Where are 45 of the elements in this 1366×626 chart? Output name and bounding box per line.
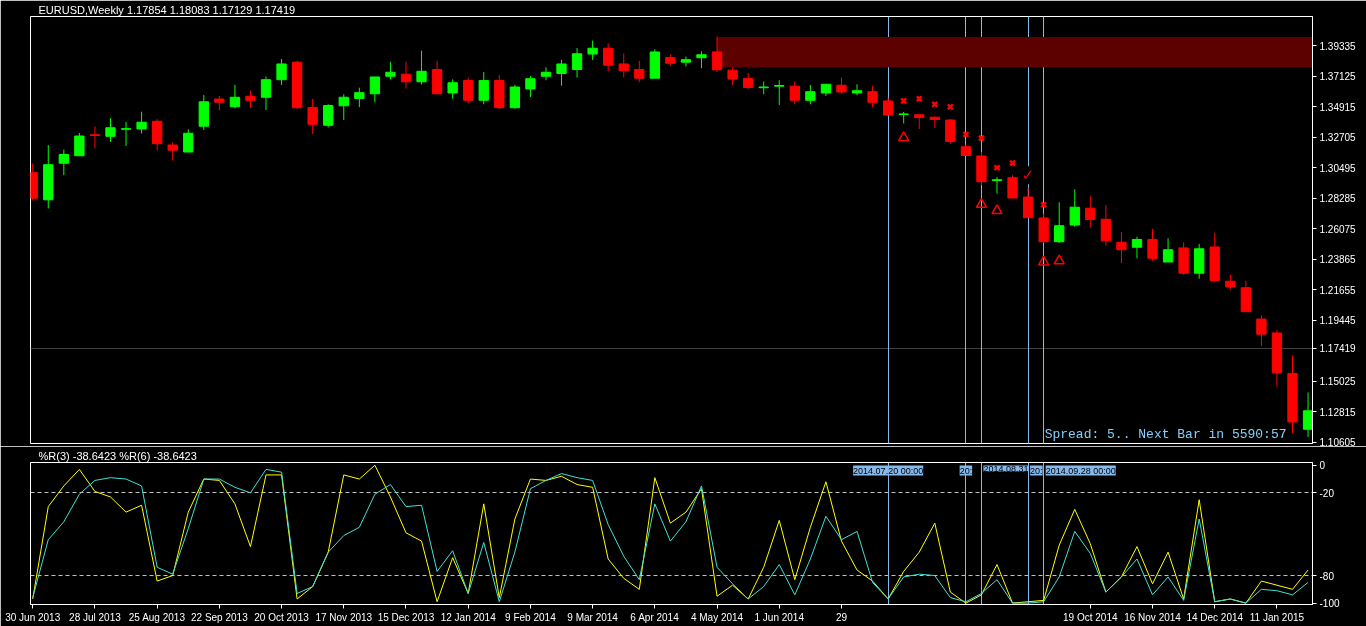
chart-title: EURUSD,Weekly 1.17854 1.18083 1.17129 1.17419 — [38, 3, 296, 16]
ref-line-label: 20: — [1030, 465, 1043, 476]
x-tick-label: 11 Jan 2015 — [1249, 611, 1305, 623]
x-tick-label: 16 Nov 2014 — [1124, 611, 1182, 623]
annotation: ✓ — [1021, 166, 1035, 185]
x-tick-label: 28 Jul 2013 — [69, 611, 122, 623]
ref-line-label: 2014.07.20 00:00 — [853, 465, 924, 476]
ref-line-label: 2014.08.31 — [983, 463, 1029, 474]
y-tick-label: 1.23865 — [1319, 254, 1357, 266]
y-tick-label: 1.21655 — [1319, 284, 1357, 296]
y-tick-label: 1.12815 — [1319, 406, 1357, 418]
x-tick-label: 6 Apr 2014 — [630, 611, 680, 623]
y-tick-label: 1.32705 — [1319, 132, 1357, 144]
chart-title: %R(3) -38.6423 %R(6) -38.6423 — [38, 449, 197, 462]
x-tick-label: 19 Oct 2014 — [1063, 611, 1118, 623]
x-tick-label: 12 Jan 2014 — [440, 611, 497, 623]
x-tick-label: 9 Mar 2014 — [567, 611, 619, 623]
y-tick-label: 0 — [1319, 460, 1326, 472]
x-tick-label: 22 Sep 2013 — [191, 611, 249, 623]
x-tick-label: 29 — [835, 611, 848, 623]
annotation: Spread: 5.. Next Bar in 5590:57 — [1044, 426, 1287, 442]
x-tick-label: 25 Aug 2013 — [128, 611, 186, 623]
x-tick-label: 4 May 2014 — [690, 611, 744, 623]
y-tick-label: -20 — [1319, 487, 1335, 499]
y-tick-label: -100 — [1319, 598, 1340, 610]
x-tick-label: 30 Jun 2013 — [5, 611, 61, 623]
x-tick-label: 9 Feb 2014 — [505, 611, 557, 623]
y-tick-label: 1.15025 — [1319, 376, 1357, 388]
y-tick-label: 1.19445 — [1319, 315, 1357, 327]
y-tick-label: 1.28285 — [1319, 193, 1357, 205]
x-tick-label: 20 Oct 2013 — [254, 611, 310, 623]
x-tick-label: 1 Jun 2014 — [754, 611, 805, 623]
ref-line-label: 1.17419 — [1319, 343, 1357, 355]
y-tick-label: 1.30495 — [1319, 162, 1357, 174]
ref-line-label: 20: — [959, 465, 973, 476]
y-tick-label: 1.26075 — [1319, 223, 1357, 235]
y-tick-label: 1.39335 — [1319, 40, 1357, 52]
x-tick-label: 14 Dec 2014 — [1186, 611, 1244, 623]
x-tick-label: 17 Nov 2013 — [315, 611, 373, 623]
x-tick-label: 15 Dec 2013 — [377, 611, 435, 623]
y-tick-label: 1.10605 — [1319, 437, 1357, 449]
ref-line-label: 2014.09.28 00:00 — [1045, 465, 1116, 476]
y-tick-label: 1.37125 — [1319, 71, 1357, 83]
y-tick-label: 1.34915 — [1319, 101, 1357, 113]
y-tick-label: -80 — [1319, 570, 1335, 582]
